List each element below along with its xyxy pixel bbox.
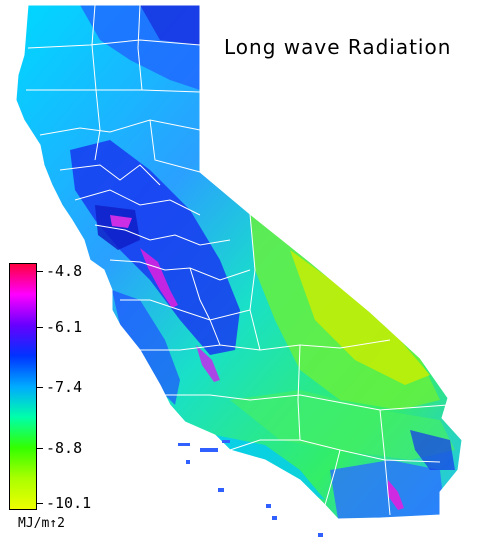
legend-tick (37, 448, 43, 449)
region-central-valley (70, 140, 240, 355)
legend-tick (37, 503, 43, 504)
channel-islands (178, 440, 323, 537)
region-bay-area (95, 205, 140, 250)
legend-tick (37, 271, 43, 272)
region-central-coast (112, 290, 180, 405)
region-southern-valley-peaks (196, 345, 220, 382)
legend-tick-label: -6.1 (46, 318, 83, 336)
region-northeast-corner (140, 5, 200, 45)
region-bay-highlight (110, 215, 132, 228)
county-boundaries (15, 4, 463, 520)
region-sierra-peaks (140, 248, 178, 308)
legend-tick (37, 327, 43, 328)
region-imperial (410, 430, 455, 470)
map-title: Long wave Radiation (224, 35, 452, 59)
legend-tick (37, 387, 43, 388)
region-desert-high (290, 250, 430, 385)
legend-colorbar (9, 263, 37, 510)
legend-tick-label: -7.4 (46, 378, 83, 396)
legend-tick-label: -4.8 (46, 262, 83, 280)
region-southern-peaks (388, 480, 404, 510)
legend-tick-label: -10.1 (46, 494, 92, 512)
radiation-field (70, 5, 455, 519)
legend-tick-label: -8.8 (46, 439, 83, 457)
legend-units: MJ/m↑2 (18, 516, 65, 531)
region-mojave (230, 390, 455, 460)
